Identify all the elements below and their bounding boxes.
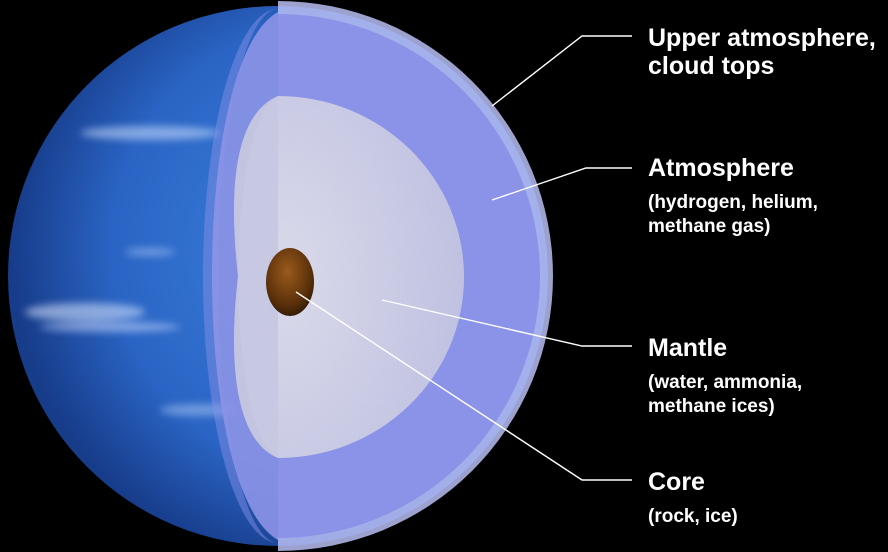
- label-core: Core (rock, ice): [648, 468, 738, 529]
- label-mantle-title: Mantle: [648, 334, 728, 362]
- label-mantle-sub-2: methane ices): [648, 396, 775, 417]
- core: [266, 248, 314, 316]
- label-atmosphere-sub-1: (hydrogen, helium,: [648, 192, 818, 213]
- label-mantle: Mantle (water, ammonia, methane ices): [648, 334, 802, 419]
- leader-line-atmosphere: [491, 167, 632, 201]
- label-mantle-sub-1: (water, ammonia,: [648, 372, 803, 393]
- label-atmosphere: Atmosphere (hydrogen, helium, methane ga…: [648, 154, 818, 239]
- leader-line-core: [295, 291, 632, 481]
- atmosphere-limb: [203, 9, 278, 543]
- label-upper-title-1: Upper atmosphere,: [648, 24, 876, 52]
- leader-lines: [295, 35, 632, 481]
- label-core-sub-1: (rock, ice): [648, 506, 738, 527]
- label-upper-title-2: cloud tops: [648, 52, 775, 80]
- leader-line-mantle: [381, 299, 632, 347]
- label-core-title: Core: [648, 468, 705, 496]
- mantle: [233, 96, 465, 459]
- label-atmosphere-title: Atmosphere: [648, 154, 794, 182]
- label-atmosphere-sub-2: methane gas): [648, 216, 771, 237]
- cloud-bands: [25, 126, 240, 416]
- leader-line-upper: [491, 35, 632, 107]
- label-upper-atmosphere: Upper atmosphere, cloud tops: [648, 24, 876, 80]
